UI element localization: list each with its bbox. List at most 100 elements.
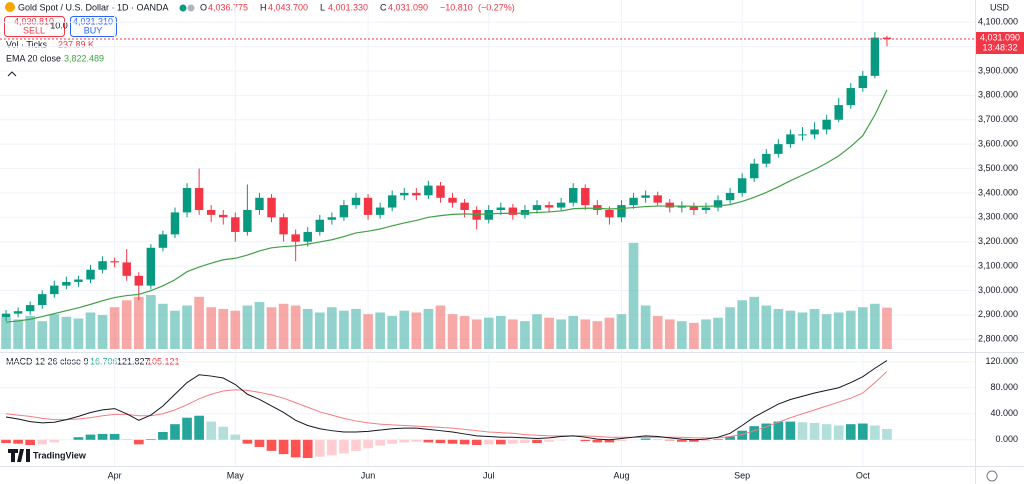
volume-bar (37, 321, 48, 349)
candle-body (243, 209, 252, 232)
ohlc-value: 4,036.775 (208, 2, 248, 12)
histogram-bar (146, 439, 156, 440)
volume-bar (495, 315, 506, 349)
x-tick-label: Apr (108, 470, 122, 480)
volume-bar (61, 316, 72, 349)
volume-bar (870, 303, 880, 349)
x-tick-label: Jul (483, 470, 495, 480)
y-tick-label: 3,300.000 (978, 212, 1018, 222)
candle-body (798, 134, 807, 136)
volume-bar (25, 315, 35, 349)
histogram-bar (351, 439, 361, 451)
volume-bar (797, 312, 808, 349)
histogram-bar (278, 439, 289, 455)
histogram-bar (459, 439, 470, 445)
buy-label[interactable]: BUY (84, 25, 103, 35)
candle-body (158, 234, 168, 248)
candle-body (810, 129, 819, 135)
ohlc-value: 4,043.700 (268, 2, 308, 12)
macd-line (5, 360, 888, 441)
histogram-bar (182, 417, 192, 440)
y-tick-label: 4,100.000 (978, 17, 1018, 27)
volume-bar (604, 317, 615, 349)
sell-price[interactable]: 4,030.810 (14, 16, 54, 26)
histogram-bar (689, 439, 699, 442)
candle-body (424, 185, 433, 196)
candle-body (267, 197, 276, 218)
candle-body (25, 305, 35, 312)
candle-body (568, 188, 578, 203)
histogram-bar (121, 439, 132, 440)
candle-body (231, 217, 240, 232)
histogram-bar (25, 439, 35, 445)
histogram-bar (701, 439, 711, 442)
histogram-bar (97, 433, 108, 440)
histogram-bar (664, 439, 675, 441)
volume-bar (640, 305, 651, 349)
buy-button[interactable] (70, 16, 117, 37)
candle-body (74, 279, 83, 282)
volume-bar (809, 308, 820, 349)
candle-body (194, 188, 204, 210)
settings-icon[interactable] (986, 470, 998, 482)
ohlc-value: 4,001.330 (328, 2, 368, 12)
histogram-bar (242, 439, 253, 444)
histogram-bar (411, 439, 422, 442)
histogram-bar (302, 439, 313, 458)
candle-body (629, 197, 638, 206)
histogram-bar (858, 423, 868, 440)
candle-body (412, 192, 421, 196)
volume-bar (314, 312, 325, 349)
candle-body (339, 205, 349, 218)
histogram-bar (592, 439, 603, 443)
volume-bar (133, 296, 144, 349)
volume-bar (628, 242, 639, 349)
volume-bar (423, 308, 434, 349)
histogram-bar (761, 423, 772, 440)
volume-legend: Vol · Ticks (6, 39, 48, 49)
y-tick-label: 3,400.000 (978, 187, 1018, 197)
buy-price[interactable]: 4,031.310 (73, 16, 113, 26)
histogram-bar (435, 439, 446, 444)
volume-bar (109, 307, 120, 349)
status-dot (179, 4, 187, 12)
volume-bar (713, 317, 723, 349)
histogram-bar (170, 424, 180, 440)
collapse-icon[interactable] (7, 71, 17, 77)
volume-bar (363, 314, 373, 349)
histogram-bar (218, 426, 229, 440)
histogram-bar (387, 439, 398, 444)
logo-icon (8, 449, 30, 462)
volume-bar (761, 305, 772, 349)
histogram-bar (230, 434, 241, 440)
histogram-bar (1, 439, 11, 444)
last-price-box (976, 32, 1024, 55)
y-tick-label: 2,900.000 (978, 309, 1018, 319)
sell-button[interactable] (4, 16, 65, 37)
histogram-bar (785, 421, 796, 440)
volume-bar (556, 319, 566, 349)
volume-bar (1, 317, 11, 349)
candle-body (448, 197, 457, 203)
histogram-bar (37, 439, 48, 445)
countdown: 13:48:32 (982, 42, 1017, 52)
volume-bar (508, 319, 518, 349)
candle-body (496, 207, 506, 210)
volume-bar (242, 305, 253, 349)
candle-body (725, 192, 735, 201)
histogram-bar (737, 430, 747, 440)
histogram-bar (423, 439, 434, 443)
volume-bar (652, 315, 663, 349)
sell-label[interactable]: SELL (23, 25, 45, 35)
x-tick-label: Oct (856, 470, 871, 480)
ohlc-key: C (380, 2, 387, 12)
histogram-bar (773, 421, 784, 440)
volume-bar (85, 312, 96, 349)
histogram-bar (870, 425, 880, 440)
volume-bar (568, 315, 579, 349)
status-dot (187, 4, 195, 12)
candle-body (206, 209, 216, 215)
candle-body (556, 202, 566, 208)
candle-body (870, 37, 880, 76)
candle-body (774, 144, 783, 154)
